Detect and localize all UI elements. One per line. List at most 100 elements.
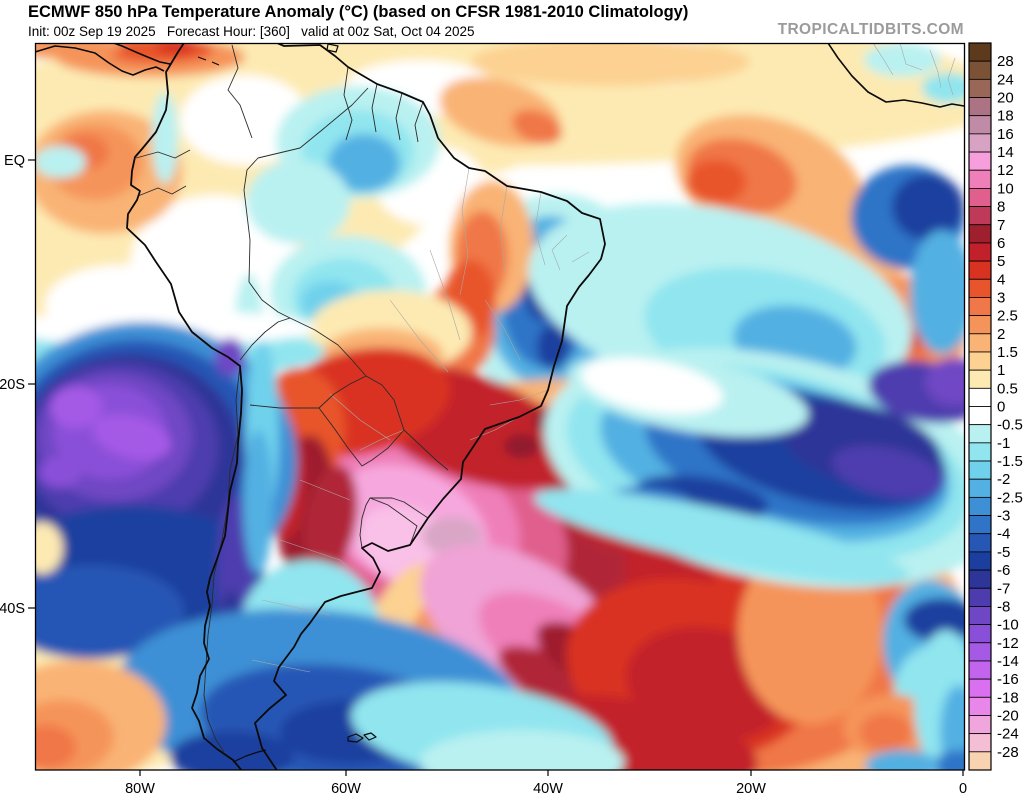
colorbar-cell [968,587,992,607]
colorbar-label: 2 [997,326,1005,343]
colorbar-label: -6 [997,562,1010,579]
colorbar-label: -7 [997,580,1010,597]
anomaly-blob [35,522,63,574]
colorbar-label: 24 [997,71,1014,88]
x-tick-label: 40W [533,781,563,797]
anomaly-blob [170,731,294,770]
colorbar-cell [968,751,992,771]
colorbar-cell [968,115,992,135]
axis-ticks: 80W 60W 40W 20W 0 EQ 20S 40S [0,153,967,797]
anomaly-blob [534,489,910,585]
colorbar-cell [968,351,992,371]
colorbar-cell [968,642,992,662]
colorbar-cell [968,206,992,226]
coastline-africa [827,43,965,108]
colorbar-cell [968,460,992,480]
colorbar-label: -12 [997,635,1019,652]
anomaly-field [35,43,965,770]
anomaly-blob [580,357,724,415]
colorbar-cell [968,551,992,571]
page-title: ECMWF 850 hPa Temperature Anomaly (°C) (… [28,3,689,21]
colorbar-label: -18 [997,689,1019,706]
colorbar-label: 8 [997,199,1005,216]
anomaly-blob [832,445,944,499]
colorbar-label: 1.5 [997,344,1018,361]
anomaly-blob [860,713,912,751]
colorbar-label: 3 [997,289,1005,306]
colorbar-label: 0 [997,399,1005,416]
map-frame [34,42,966,771]
colorbar-label: 2.5 [997,308,1018,325]
anomaly-blob [92,414,172,460]
colorbar-label: -2 [997,471,1010,488]
colorbar-cell [968,533,992,553]
colorbar-label: -2.5 [997,489,1023,506]
anomaly-blob [304,465,358,575]
anomaly-blob [50,386,102,428]
colorbar-cell [968,660,992,680]
colorbar-label: -24 [997,726,1019,743]
colorbar-label: -4 [997,526,1010,543]
islands [197,43,377,763]
colorbar-label: -1.5 [997,453,1023,470]
colorbar-cell [968,242,992,262]
anomaly-blob [511,109,563,145]
country-borders [135,44,449,753]
colorbar-cell [968,733,992,753]
anomaly-blob [35,146,86,178]
colorbar: 28242018161412108765432.521.510.50-0.5-1… [968,42,1023,771]
y-tick-label: 40S [0,601,25,617]
anomaly-blob [940,685,965,770]
anomaly-blob [35,565,184,659]
anomaly-blob [922,73,965,103]
colorbar-cell [968,315,992,335]
colorbar-cell [968,187,992,207]
colorbar-cell [968,569,992,589]
colorbar-cell [968,97,992,117]
colorbar-label: 18 [997,108,1014,125]
colorbar-label: 14 [997,144,1014,161]
colorbar-label: -14 [997,653,1019,670]
colorbar-label: 1 [997,362,1005,379]
colorbar-cell [968,442,992,462]
anomaly-blob [243,430,273,574]
colorbar-cell [968,278,992,298]
colorbar-label: -10 [997,617,1019,634]
colorbar-cell [968,78,992,98]
colorbar-label: 4 [997,271,1005,288]
watermark-tropicaltidbits: TROPICALTIDBITS.COM [777,21,964,38]
colorbar-label: 10 [997,180,1014,197]
anomaly-blob [152,92,178,184]
colorbar-label: -28 [997,744,1019,761]
colorbar-cell [968,424,992,444]
colorbar-cell [968,260,992,280]
colorbar-cell [968,297,992,317]
anomaly-blob [537,324,569,370]
colorbar-cell [968,478,992,498]
x-tick-label: 20W [736,781,766,797]
anomaly-blob [156,43,196,54]
coastline-central-america [35,43,171,76]
anomaly-blob [934,750,965,770]
colorbar-label: -5 [997,544,1010,561]
colorbar-cell [968,515,992,535]
colorbar-label: 7 [997,217,1005,234]
colorbar-outline [968,42,992,771]
colorbar-label: 5 [997,253,1005,270]
colorbar-cell [968,151,992,171]
colorbar-cell [968,60,992,80]
colorbar-cell [968,169,992,189]
anomaly-blob [470,43,750,86]
colorbar-cell [968,42,992,62]
x-tick-label: 60W [331,781,361,797]
colorbar-cell [968,406,992,426]
colorbar-label: -1 [997,435,1010,452]
anomaly-blob [246,160,350,244]
anomaly-blob [864,43,940,77]
x-tick-label: 80W [125,781,155,797]
colorbar-cell [968,133,992,153]
x-tick-label: 0 [959,781,967,797]
colorbar-label: -20 [997,707,1019,724]
